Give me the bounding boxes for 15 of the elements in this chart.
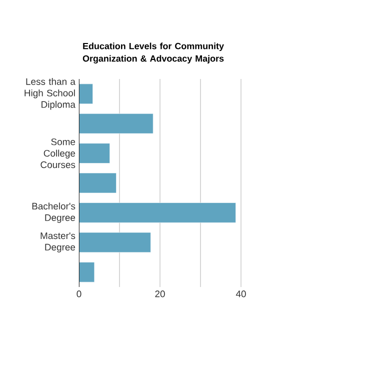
y-tick-label: Master's Degree bbox=[40, 232, 76, 252]
y-tick-label: Less than a High School Diploma bbox=[24, 78, 76, 110]
y-tick-label: Bachelor's Degree bbox=[32, 202, 76, 223]
bar bbox=[79, 113, 154, 134]
bar bbox=[79, 172, 116, 194]
bar bbox=[79, 262, 95, 282]
y-tick-label: Some College Courses bbox=[40, 138, 76, 168]
chart-title: Education Levels for Community Organization & Advocacy Majors bbox=[82, 42, 224, 64]
x-tick-label: 40 bbox=[236, 290, 246, 298]
bar bbox=[79, 84, 93, 104]
x-tick-label: 0 bbox=[76, 290, 82, 298]
x-tick-label: 20 bbox=[155, 290, 165, 298]
bar bbox=[79, 143, 110, 164]
bar bbox=[79, 232, 151, 253]
bar bbox=[79, 202, 236, 223]
